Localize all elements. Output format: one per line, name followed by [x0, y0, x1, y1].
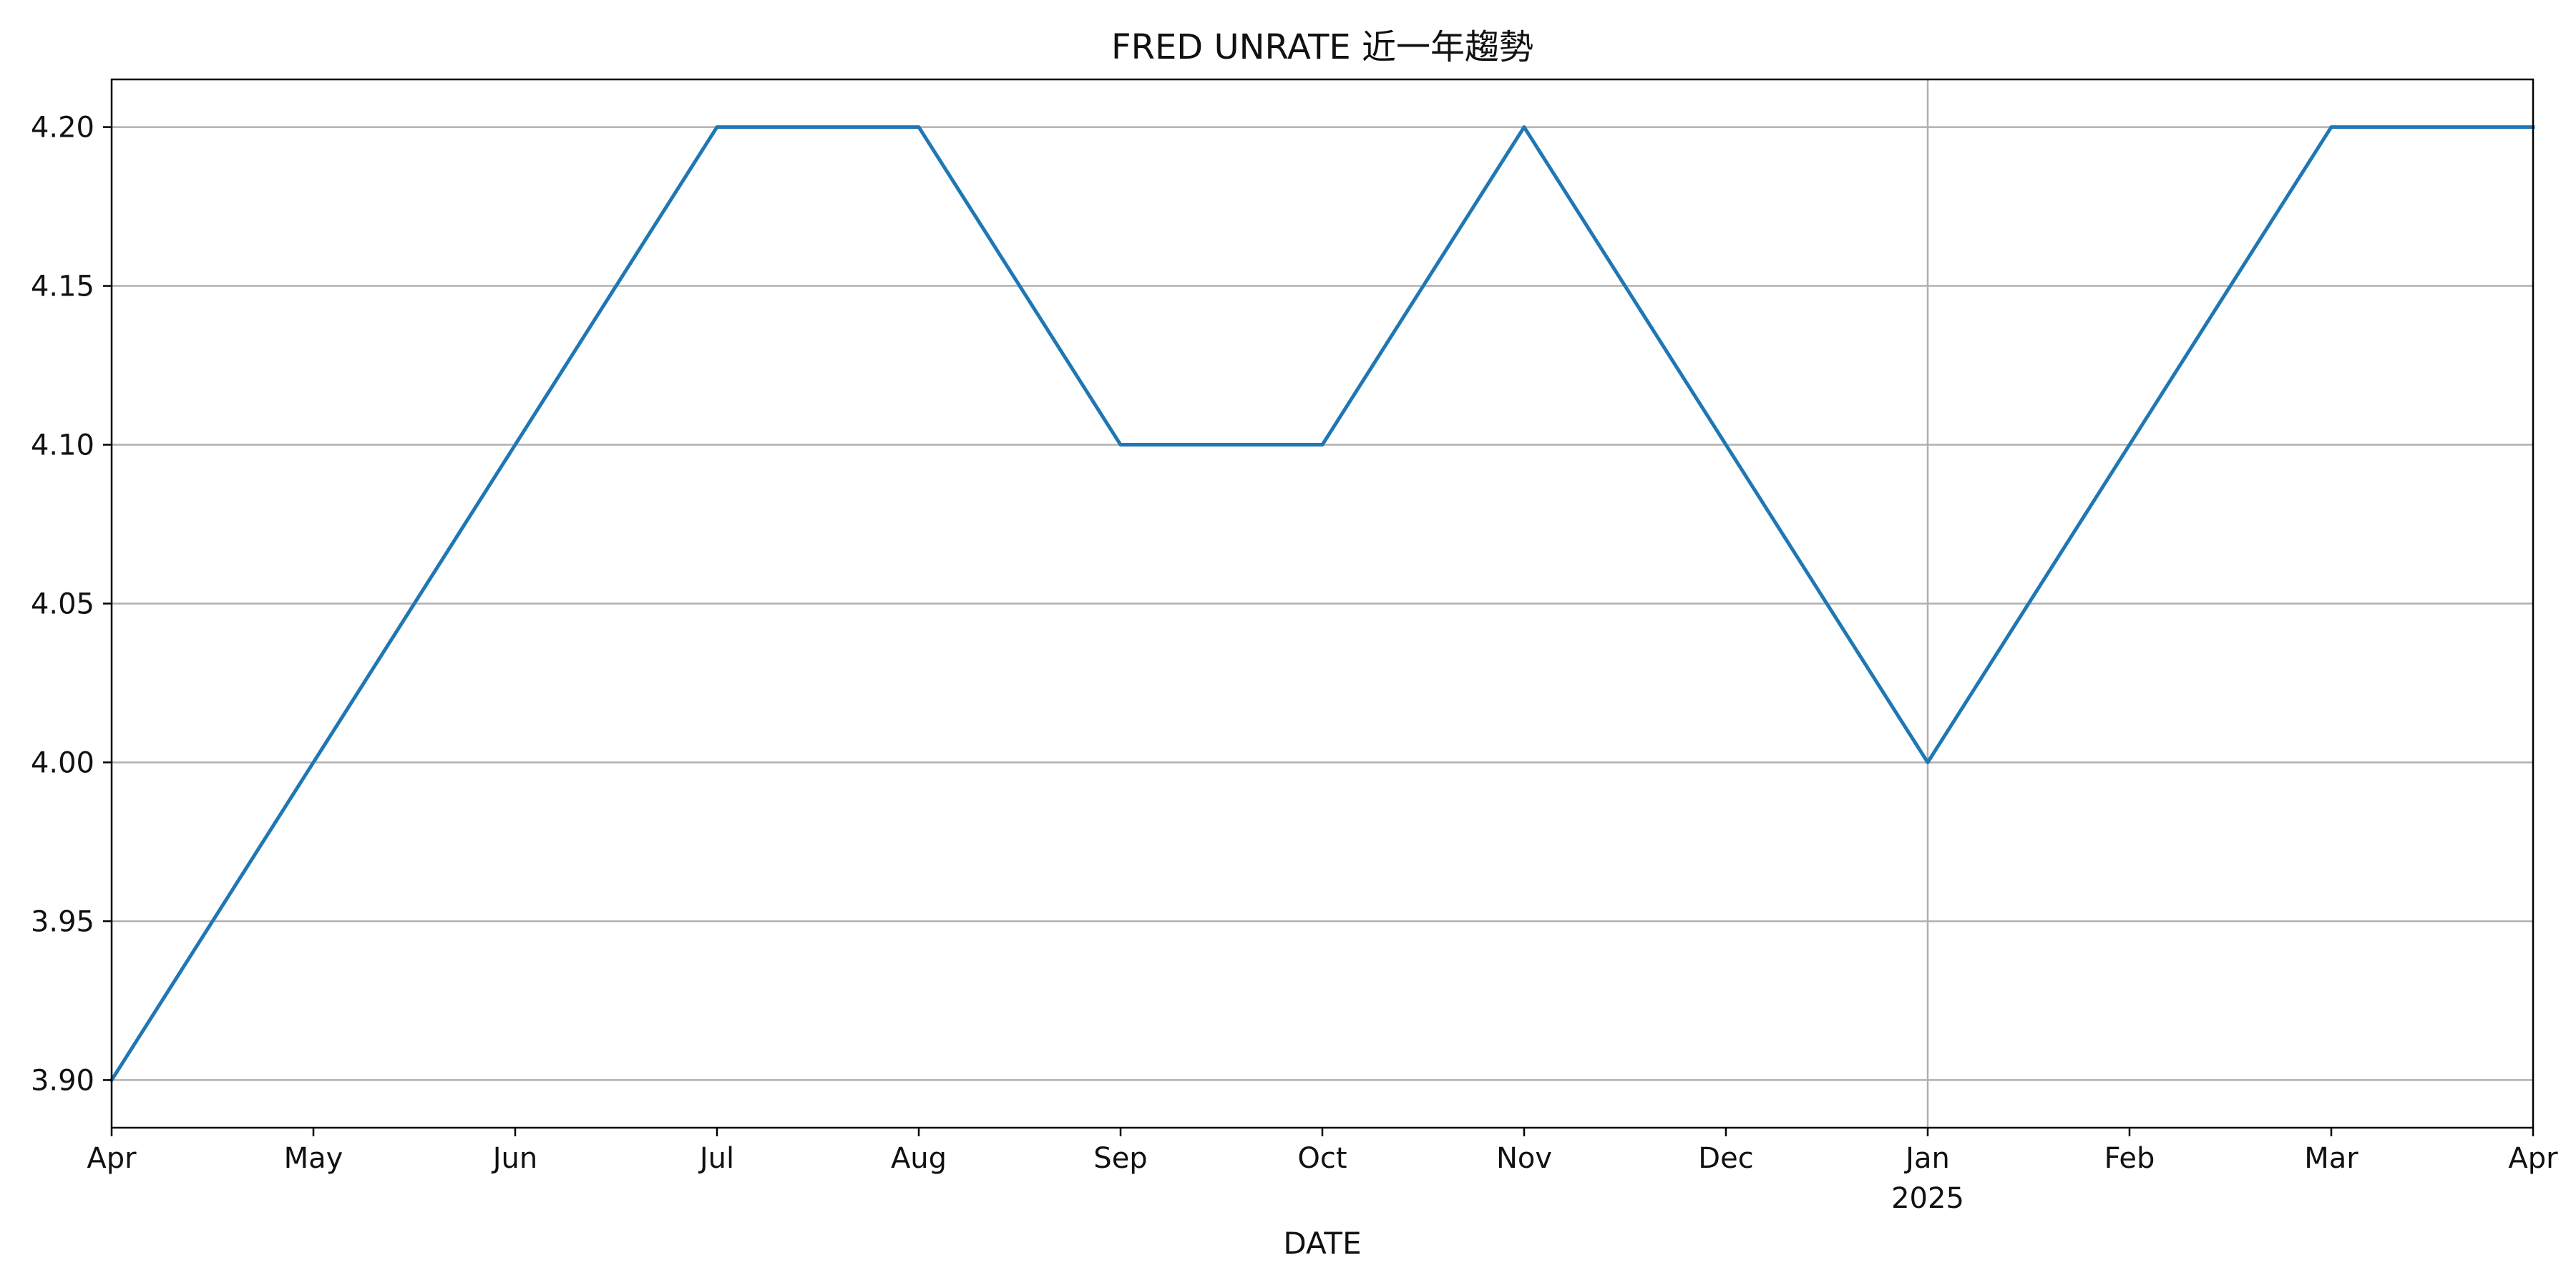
series-layer [109, 125, 2535, 1083]
chart-title: FRED UNRATE 近一年趨勢 [1111, 27, 1533, 67]
x-tick-label: Jan [1903, 1142, 1950, 1175]
x-axis-title: DATE [1283, 1226, 1361, 1261]
x-tick-label: Oct [1297, 1142, 1347, 1175]
x-tick-label: Jul [698, 1142, 734, 1175]
x-tick-label: Mar [2304, 1142, 2358, 1175]
y-tick-label: 4.20 [31, 112, 94, 145]
tick-layer: 3.90 3.95 4.00 4.05 4.10 4.15 4.20 Apr May Jun Jul… [31, 112, 2558, 1215]
y-tick-label: 4.05 [31, 588, 94, 621]
x-tick-label: May [284, 1142, 343, 1175]
x-tick-sublabel: 2025 [1891, 1182, 1964, 1215]
y-tick-label: 4.00 [31, 746, 94, 779]
y-tick-label: 4.15 [31, 270, 94, 303]
x-tick-label: Aug [891, 1142, 947, 1175]
x-tick-label: Nov [1496, 1142, 1552, 1175]
y-tick-label: 3.95 [31, 905, 94, 938]
x-tick-label: Apr [87, 1142, 137, 1175]
y-tick-label: 4.10 [31, 429, 94, 462]
x-tick-label: Sep [1093, 1142, 1147, 1175]
y-tick-label: 3.90 [31, 1064, 94, 1097]
grid-layer [112, 79, 2533, 1128]
x-tick-label: Dec [1698, 1142, 1753, 1175]
x-tick-label: Feb [2104, 1142, 2155, 1175]
x-tick-label: Jun [491, 1142, 538, 1175]
x-tick-label: Apr [2508, 1142, 2558, 1175]
